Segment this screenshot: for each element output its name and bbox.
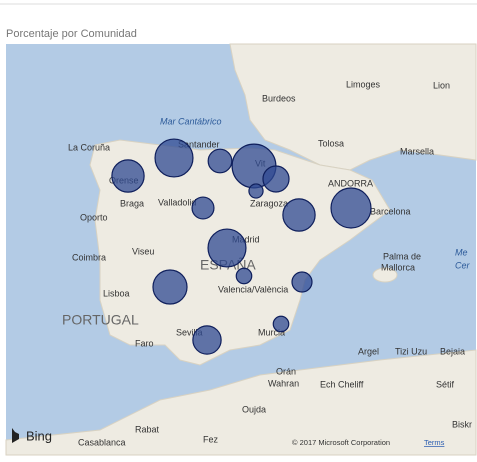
place-label: Wahran (268, 378, 299, 388)
bubble (282, 198, 316, 232)
bubble (111, 159, 145, 193)
brand-logo (12, 428, 19, 443)
place-label: Faro (135, 338, 154, 348)
place-label: Zaragoza (250, 198, 288, 208)
place-label: Tolosa (318, 138, 344, 148)
bubble (262, 165, 290, 193)
place-label: Ech Cheliff (320, 379, 364, 389)
place-label: Sétif (436, 379, 455, 389)
place-label: Lion (433, 80, 450, 90)
place-label: Valencia/València (218, 284, 288, 294)
place-label: Orán (276, 366, 296, 376)
place-label: Sevilla (176, 327, 203, 337)
bubble (272, 315, 290, 333)
place-label: Braga (120, 198, 144, 208)
place-label: Lisboa (103, 288, 130, 298)
bubble (191, 196, 215, 220)
place-label: Murcia (258, 327, 285, 337)
bubble (235, 267, 253, 285)
place-label: Bejaia (440, 346, 465, 356)
bubble (248, 183, 264, 199)
place-label: Argel (358, 346, 379, 356)
place-label: Santander (178, 139, 220, 149)
bubble (154, 138, 194, 178)
land-africa (5, 349, 477, 456)
place-label: Biskr (452, 419, 472, 429)
place-label: Limoges (346, 79, 381, 89)
bubbles (111, 138, 372, 355)
place-label: Tizi Uzu (395, 346, 427, 356)
place-label: Mar Cantábrico (160, 116, 222, 126)
place-label: La Coruña (68, 142, 110, 152)
place-label: Me (455, 247, 468, 257)
copyright: © 2017 Microsoft Corporation (292, 438, 390, 447)
place-label: Rabat (135, 424, 160, 434)
terms-link[interactable]: Terms (424, 438, 445, 447)
brand: Bing (26, 428, 52, 443)
bubble (291, 271, 313, 293)
place-label: ANDORRA (328, 178, 373, 188)
place-label: Burdeos (262, 93, 296, 103)
place-label: Mallorca (381, 262, 415, 272)
place-label: Oporto (80, 212, 108, 222)
place-label: Cer (455, 260, 471, 270)
visual-title: Porcentaje por Comunidad (6, 28, 137, 40)
bubble (330, 187, 372, 229)
bubble (152, 269, 188, 305)
land-mallorca (372, 267, 398, 283)
bubble (207, 228, 247, 268)
place-label: Oujda (242, 404, 266, 414)
place-label: Madrid (232, 234, 260, 244)
place-label: Valladolid (158, 197, 196, 207)
place-label: Viseu (132, 246, 154, 256)
place-label: Coimbra (72, 252, 106, 262)
bubble (207, 148, 233, 174)
place-label: Fez (203, 434, 219, 444)
place-label: Casablanca (78, 437, 126, 447)
place-label: PORTUGAL (62, 312, 139, 328)
place-label: Palma de (383, 251, 421, 261)
place-label: Barcelona (370, 206, 411, 216)
bubble (192, 325, 222, 355)
place-label: Marsella (400, 146, 434, 156)
